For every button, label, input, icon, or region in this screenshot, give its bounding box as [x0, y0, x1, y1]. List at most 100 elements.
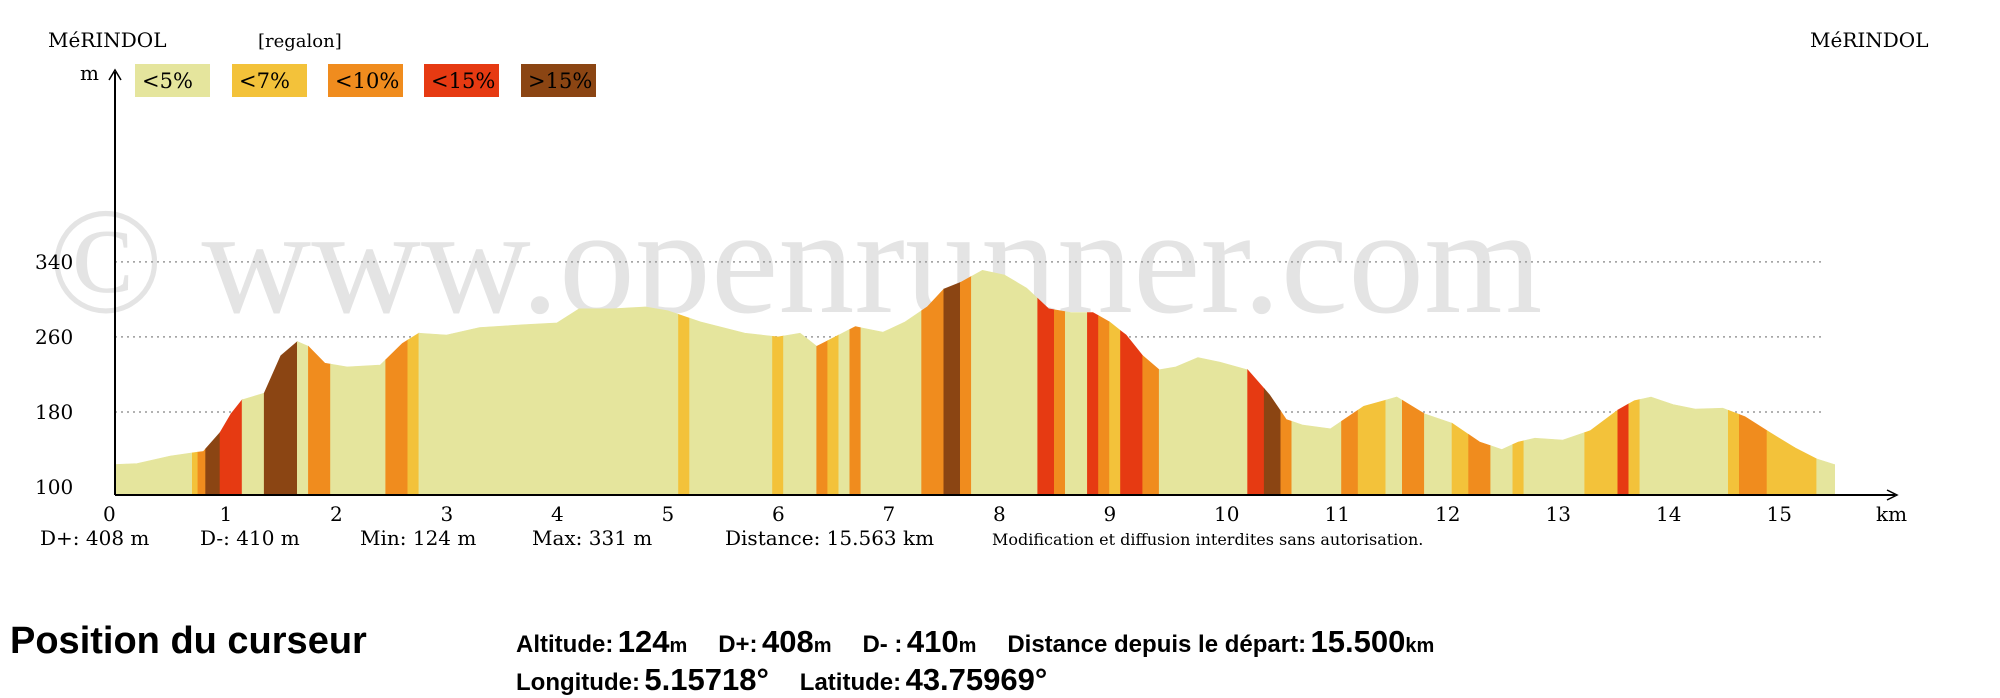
gradient-band-46	[1468, 433, 1491, 496]
x-tick-11: 11	[1325, 502, 1350, 526]
gradient-band-47	[1490, 444, 1514, 496]
gradient-band-57	[1794, 447, 1817, 496]
gradient-band-31	[1098, 315, 1110, 496]
x-tick-8: 8	[993, 502, 1006, 526]
legend-label-lt15: <15%	[431, 69, 495, 93]
gradient-band-44	[1424, 413, 1453, 496]
gradient-band-54	[1728, 409, 1740, 496]
gradient-band-45	[1451, 422, 1469, 496]
grade-legend: <5% <7% <10% <15% >15%	[135, 64, 596, 97]
x-tick-1: 1	[220, 502, 233, 526]
legend-swatch-lt15	[424, 64, 499, 97]
altitude-value: 124	[617, 624, 670, 659]
legend-label-lt5: <5%	[142, 69, 193, 93]
gradient-band-49	[1523, 432, 1585, 496]
gradient-band-29	[1065, 311, 1088, 496]
longitude-value: 5.15718°	[644, 662, 769, 697]
dminus-value: 410	[906, 624, 959, 659]
gradient-band-25	[960, 275, 972, 496]
gradient-band-23	[921, 288, 945, 496]
y-tick-100: 100	[35, 475, 73, 499]
gradient-band-42	[1385, 396, 1403, 496]
x-tick-12: 12	[1435, 502, 1460, 526]
gradient-band-27	[1037, 297, 1055, 496]
gradient-band-20	[838, 328, 851, 496]
legend-swatch-gt15	[521, 64, 596, 97]
cursor-row-1: Altitude: 124m D+: 408m D- : 410m Distan…	[516, 624, 1434, 660]
gradient-band-34	[1142, 355, 1160, 496]
gradient-band-38	[1280, 410, 1293, 496]
gradient-band-16	[772, 335, 784, 496]
x-tick-5: 5	[662, 502, 675, 526]
longitude-label: Longitude:	[516, 669, 640, 696]
gradient-band-43	[1402, 399, 1425, 496]
gradient-band-51	[1617, 403, 1630, 496]
cursor-row-2: Longitude: 5.15718° Latitude: 43.75969°	[516, 662, 1047, 698]
gradient-band-53	[1639, 396, 1729, 496]
gradient-band-52	[1628, 399, 1641, 496]
gradient-band-14	[678, 313, 690, 496]
d-minus-stat: D-: 410 m	[200, 526, 300, 550]
distance-value: 15.500	[1310, 624, 1406, 659]
cursor-position-panel: Position du curseur Altitude: 124m D+: 4…	[0, 600, 2000, 697]
gradient-band-22	[860, 310, 922, 496]
y-tick-340: 340	[35, 250, 73, 274]
y-tick-260: 260	[35, 325, 73, 349]
axes: m km	[80, 61, 1907, 526]
altitude-unit: m	[669, 635, 688, 657]
gradient-band-24	[943, 282, 961, 496]
gradient-band-48	[1512, 440, 1525, 496]
start-place-label: MéRINDOL	[48, 28, 167, 52]
x-tick-4: 4	[551, 502, 564, 526]
legend-label-gt15: >15%	[528, 69, 592, 93]
dminus-label: D- :	[862, 631, 903, 658]
y-axis-arrow	[108, 68, 122, 81]
cursor-panel-title: Position du curseur	[10, 620, 367, 662]
gradient-band-56	[1766, 430, 1795, 496]
gradient-band-17	[783, 332, 817, 496]
gradient-band-40	[1341, 409, 1359, 496]
gradient-band-26	[971, 269, 1038, 496]
gradient-band-50	[1584, 409, 1619, 496]
distance-label: Distance depuis le départ:	[1007, 631, 1307, 658]
gradient-band-0	[114, 452, 193, 496]
legend-swatch-lt10	[328, 64, 403, 97]
gradient-band-15	[689, 317, 773, 496]
author-label: [regalon]	[258, 31, 342, 52]
gradient-band-3	[205, 431, 221, 496]
gradient-band-12	[407, 332, 420, 496]
x-axis-arrow	[1886, 489, 1899, 501]
gradient-band-8	[297, 341, 309, 496]
x-tick-10: 10	[1214, 502, 1239, 526]
copyright-notice: Modification et diffusion interdites san…	[992, 530, 1423, 549]
gradient-band-9	[308, 345, 331, 496]
latitude-value: 43.75969°	[905, 662, 1048, 697]
gradient-band-5	[230, 398, 243, 496]
latitude-label: Latitude:	[799, 669, 902, 696]
gradient-band-7	[263, 340, 298, 496]
gradient-band-39	[1291, 420, 1342, 496]
gradient-band-1	[192, 451, 199, 496]
dplus-label: D+:	[718, 631, 758, 658]
watermark: © www.openrunner.com	[48, 177, 1542, 345]
gradient-band-4	[219, 412, 232, 496]
x-tick-14: 14	[1656, 502, 1681, 526]
legend-label-lt7: <7%	[239, 69, 290, 93]
distance-unit: km	[1405, 635, 1435, 657]
gradient-band-6	[241, 392, 265, 496]
x-tick-13: 13	[1546, 502, 1571, 526]
gradient-band-11	[385, 339, 409, 496]
end-place-label: MéRINDOL	[1810, 28, 1929, 52]
gradient-band-10	[330, 358, 386, 496]
legend-swatch-lt7	[232, 64, 307, 97]
max-stat: Max: 331 m	[532, 526, 652, 550]
x-tick-3: 3	[441, 502, 454, 526]
dplus-unit: m	[813, 635, 832, 657]
gradient-band-58	[1816, 458, 1835, 496]
gradient-band-55	[1739, 414, 1768, 496]
gradient-band-35	[1158, 357, 1248, 496]
gradient-band-41	[1357, 399, 1387, 496]
gradient-band-33	[1120, 330, 1143, 496]
